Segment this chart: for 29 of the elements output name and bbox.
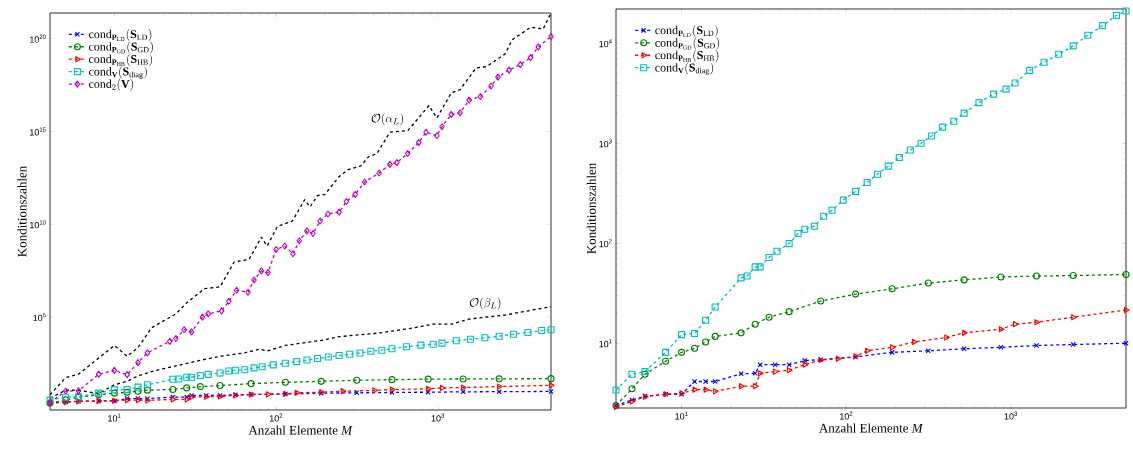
legend-label: $\mathrm{cond}_{\mathbf{P}_{\mathrm{GD}}}(\mathbf{S}_{\mathrm{GD}})$ bbox=[655, 37, 720, 50]
y-tick-label: 10$^{10}$ bbox=[30, 220, 46, 229]
x-tick-label: 10$^{1}$ bbox=[675, 411, 688, 420]
x-tick-label: 10$^{3}$ bbox=[431, 413, 445, 422]
legend-label: $\mathrm{cond}_2(\mathbf{V})$ bbox=[88, 78, 134, 91]
y-axis-title: Konditionszahlen bbox=[586, 163, 596, 254]
x-tick-label: 10$^{1}$ bbox=[108, 413, 121, 422]
x-tick-label: 10$^{2}$ bbox=[269, 413, 283, 422]
legend-label: $\mathrm{cond}_{\mathbf{V}}(\mathbf{S}_{\mathrm{diag}})$ bbox=[655, 62, 714, 75]
legend-label: $\mathrm{cond}_{\mathbf{P}_{\mathrm{LD}}}(\mathbf{S}_{\mathrm{LD}})$ bbox=[88, 29, 152, 42]
legend-label: $\mathrm{cond}_{\mathbf{P}_{\mathrm{LD}}}(\mathbf{S}_{\mathrm{LD}})$ bbox=[655, 25, 718, 38]
x-tick-label: 10$^{2}$ bbox=[840, 411, 853, 420]
annotation: $\mathcal{O}(\beta_L)$ bbox=[469, 297, 501, 310]
y-tick-label: 10$^{5}$ bbox=[33, 313, 46, 322]
legend-label: $\mathrm{cond}_{\mathbf{P}_{\mathrm{HB}}}(\mathbf{S}_{\mathrm{HB}})$ bbox=[655, 50, 719, 63]
y-tick-label: 10$^{15}$ bbox=[30, 127, 46, 136]
x-axis-title: Anzahl Elemente M bbox=[819, 423, 924, 433]
annotation: $\mathcal{O}(\alpha_L)$ bbox=[371, 113, 403, 126]
y-tick-label: 10$^{4}$ bbox=[599, 39, 612, 48]
y-axis-title: Konditionszahlen bbox=[17, 166, 27, 257]
legend-label: $\mathrm{cond}_{\mathbf{P}_{\mathrm{GD}}}(\mathbf{S}_{\mathrm{GD}})$ bbox=[88, 41, 153, 54]
x-tick-label: 10$^{3}$ bbox=[1004, 411, 1018, 420]
legend-label: $\mathrm{cond}_{\mathbf{V}}(\mathbf{S}_{\mathrm{diag}})$ bbox=[88, 66, 147, 79]
y-tick-label: 10$^{3}$ bbox=[599, 139, 612, 148]
x-axis-title: Anzahl Elemente M bbox=[248, 425, 353, 435]
legend-label: $\mathrm{cond}_{\mathbf{P}_{\mathrm{HB}}}(\mathbf{S}_{\mathrm{HB}})$ bbox=[88, 53, 153, 66]
y-tick-label: 10$^{1}$ bbox=[599, 339, 612, 348]
y-tick-label: 10$^{2}$ bbox=[599, 239, 612, 248]
y-tick-label: 10$^{20}$ bbox=[30, 34, 46, 43]
